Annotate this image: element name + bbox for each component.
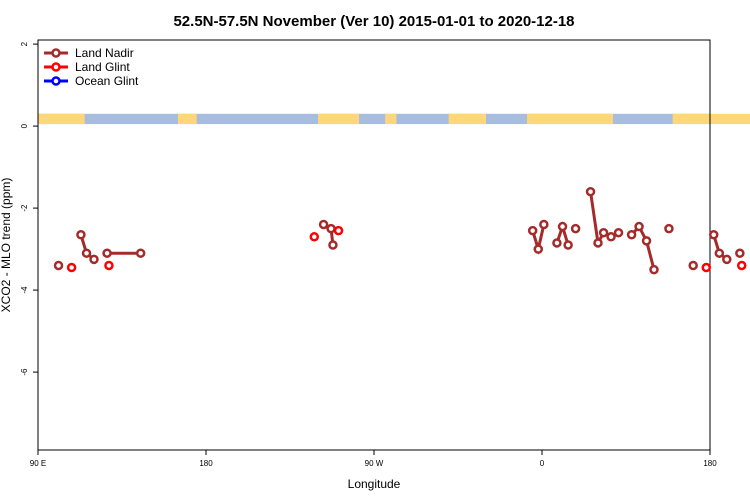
data-point [104, 260, 114, 271]
land-band [38, 113, 85, 125]
data-point [309, 232, 320, 242]
data-point [333, 225, 344, 236]
x-tick-label: 90 E [30, 459, 46, 468]
data-point [606, 232, 616, 242]
land-band [178, 113, 197, 125]
legend-marker [51, 48, 61, 58]
data-point [328, 240, 338, 250]
land-band [527, 113, 613, 125]
x-axis-title: Longitude [348, 477, 401, 491]
data-point [701, 262, 712, 273]
data-point [664, 223, 674, 234]
ocean-band [38, 113, 710, 125]
data-point [722, 254, 732, 265]
data-point [735, 248, 745, 258]
chart-title: 52.5N-57.5N November (Ver 10) 2015-01-01… [173, 13, 574, 30]
land-band [448, 113, 486, 125]
data-point [736, 260, 747, 271]
y-tick-label: -2 [20, 204, 29, 212]
data-point [81, 248, 92, 258]
land-band [385, 113, 397, 125]
data-point [593, 238, 603, 248]
data-point [539, 219, 549, 230]
land-ocean-strip [38, 113, 750, 125]
x-tick-label: 90 W [365, 459, 384, 468]
x-axis: 90 E 180 90 W 0 180 [30, 450, 717, 468]
series-line [630, 223, 656, 270]
data-point [76, 230, 86, 240]
y-tick-label: -4 [20, 286, 29, 294]
data-point [613, 227, 624, 238]
data-point [641, 236, 652, 246]
land-band [672, 113, 750, 125]
data-point [318, 219, 329, 230]
plot-frame [37, 39, 711, 451]
data-point [598, 227, 609, 238]
data-point [53, 260, 64, 271]
data-point [634, 221, 644, 232]
data-point [585, 186, 596, 197]
y-tick-label: 2 [20, 41, 29, 46]
y-axis-title: XCO2 - MLO trend (ppm) [0, 178, 13, 313]
y-axis: 2 0 -2 -4 -6 [20, 41, 38, 376]
x-tick-label: 180 [199, 459, 213, 468]
y-tick-label: -6 [20, 368, 29, 376]
data-point [326, 223, 336, 234]
data-point [714, 248, 725, 258]
data-point [563, 240, 573, 250]
data-point [649, 264, 659, 275]
x-tick-label: 0 [540, 459, 545, 468]
legend-label: Ocean Glint [75, 74, 139, 88]
land-band [318, 113, 360, 125]
data-point [626, 230, 637, 240]
data-point [557, 221, 568, 232]
legend-marker [51, 76, 61, 86]
data-point [102, 248, 112, 258]
data-point [533, 244, 544, 254]
x-tick-label: 180 [703, 459, 717, 468]
series-layer [53, 186, 747, 275]
data-point [66, 262, 77, 273]
data-point [552, 238, 562, 248]
data-point [708, 230, 719, 240]
legend-label: Land Glint [75, 60, 130, 74]
legend-label: Land Nadir [75, 46, 134, 60]
data-point [688, 260, 698, 271]
data-point [135, 248, 146, 258]
data-point [89, 254, 99, 265]
data-point [570, 223, 581, 234]
series-land-nadir [53, 186, 745, 275]
series-land-glint [66, 225, 747, 273]
y-tick-label: 0 [20, 123, 29, 128]
data-point [527, 225, 538, 236]
legend-marker [51, 62, 61, 72]
